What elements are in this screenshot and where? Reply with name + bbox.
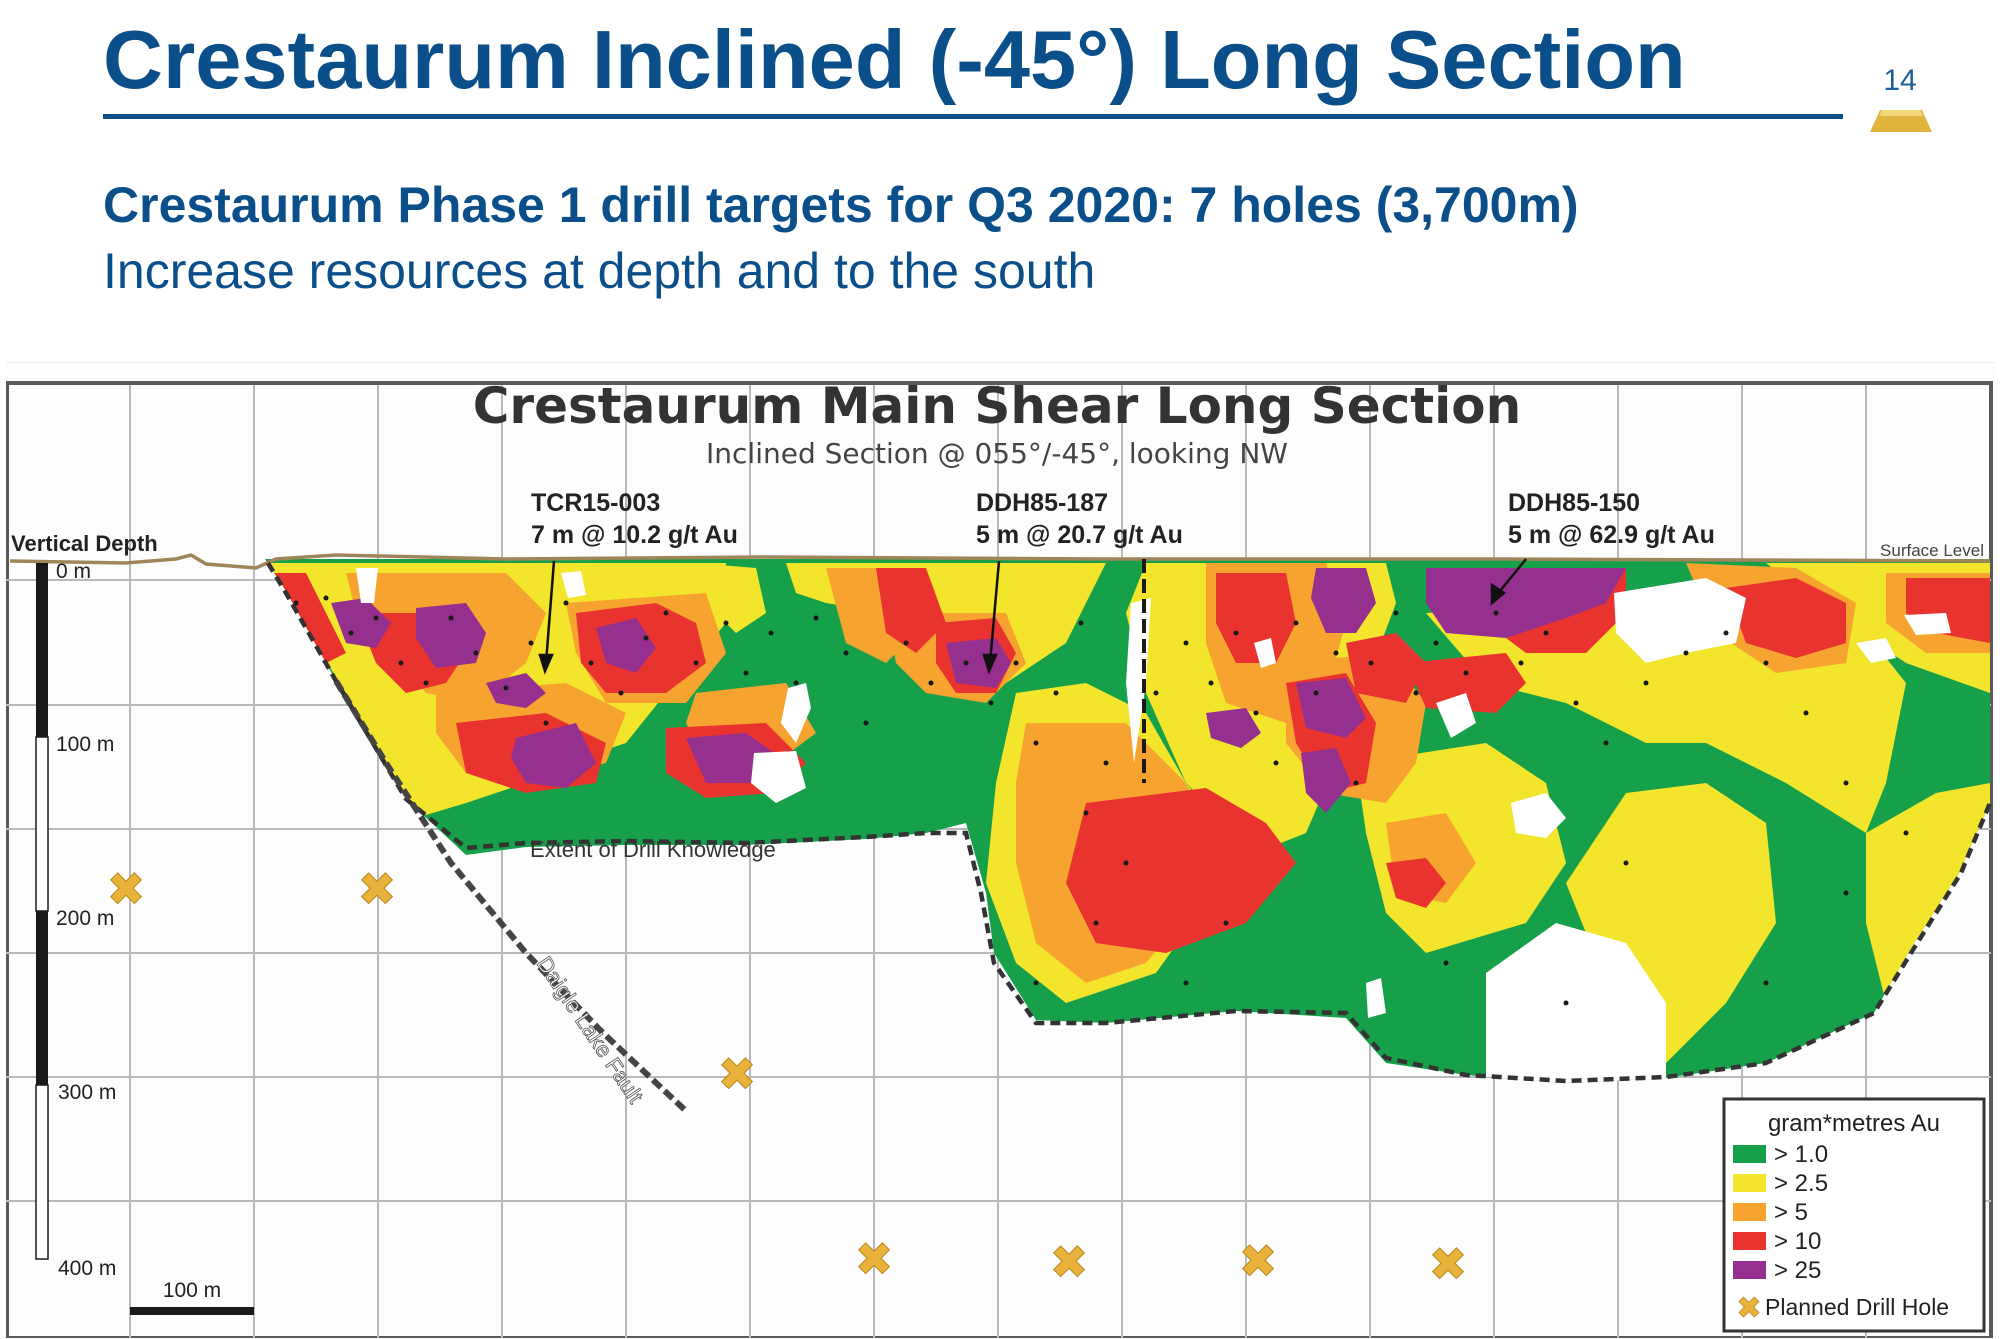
legend-planned-label: Planned Drill Hole bbox=[1765, 1294, 1949, 1320]
depth-tick-100: 100 m bbox=[56, 733, 114, 756]
drill-knowledge-label: Extent of Drill Knowledge bbox=[530, 837, 776, 862]
surface-label: Surface Level bbox=[1880, 541, 1984, 560]
intercept-hole-1: TCR15-003 bbox=[531, 489, 660, 517]
intercept-grade-2: 5 m @ 20.7 g/t Au bbox=[976, 521, 1183, 549]
subtitle: Crestaurum Phase 1 drill targets for Q3 … bbox=[103, 177, 1579, 233]
legend-label-4: > 10 bbox=[1774, 1228, 1821, 1255]
long-section-diagram: Crestaurum Main Shear Long Section Incli… bbox=[6, 377, 1993, 1338]
planned-drill-hole-icon: ✖ bbox=[1429, 1237, 1468, 1291]
legend-swatch-3 bbox=[1733, 1203, 1766, 1221]
page-number: 14 bbox=[1883, 64, 1917, 97]
surface-line bbox=[9, 553, 1991, 570]
legend-title: gram*metres Au bbox=[1768, 1110, 1940, 1137]
drill-knowledge-extent bbox=[266, 561, 1993, 1084]
intercept-grade-1: 7 m @ 10.2 g/t Au bbox=[531, 521, 738, 549]
depth-tick-400: 400 m bbox=[58, 1257, 116, 1280]
depth-scale-bar bbox=[35, 563, 49, 1260]
depth-tick-200: 200 m bbox=[56, 907, 114, 930]
grade-contours bbox=[265, 559, 1990, 1083]
intercept-hole-2: DDH85-187 bbox=[976, 489, 1108, 517]
intercept-hole-3: DDH85-150 bbox=[1508, 489, 1640, 517]
depth-tick-0: 0 m bbox=[56, 560, 91, 583]
slide-title: Crestaurum Inclined (-45°) Long Section bbox=[103, 13, 1686, 106]
planned-drill-hole-icon: ✖ bbox=[1239, 1234, 1278, 1288]
tagline: Increase resources at depth and to the s… bbox=[103, 243, 1096, 299]
legend-swatch-1 bbox=[1733, 1145, 1766, 1163]
fault-label: Daigle Lake Fault bbox=[532, 952, 648, 1108]
long-section-figure: Crestaurum Main Shear Long Section Incli… bbox=[6, 362, 1996, 1338]
legend-label-3: > 5 bbox=[1774, 1199, 1808, 1226]
legend-label-1: > 1.0 bbox=[1774, 1141, 1828, 1168]
daigle-lake-fault bbox=[333, 679, 689, 1114]
intercept-grade-3: 5 m @ 62.9 g/t Au bbox=[1508, 521, 1715, 549]
title-underline bbox=[103, 114, 1843, 119]
legend-swatch-5 bbox=[1733, 1261, 1766, 1279]
figure-title: Crestaurum Main Shear Long Section bbox=[473, 377, 1522, 435]
planned-drill-hole-legend-icon: ✖ bbox=[1736, 1291, 1761, 1326]
legend-label-2: > 2.5 bbox=[1774, 1170, 1828, 1197]
figure-subtitle: Inclined Section @ 055°/-45°, looking NW bbox=[706, 437, 1288, 470]
planned-drill-hole-icon: ✖ bbox=[1050, 1235, 1089, 1289]
planned-drill-hole-icon: ✖ bbox=[718, 1047, 757, 1101]
horizontal-scale-bar bbox=[130, 1307, 254, 1315]
planned-drill-hole-icon: ✖ bbox=[107, 862, 146, 916]
legend-swatch-4 bbox=[1733, 1232, 1766, 1250]
horizontal-scale-label: 100 m bbox=[163, 1279, 221, 1302]
planned-drill-hole-icon: ✖ bbox=[855, 1232, 894, 1286]
legend: gram*metres Au > 1.0 > 2.5 > 5 > 10 > 25… bbox=[1722, 1097, 1986, 1333]
depth-tick-300: 300 m bbox=[58, 1081, 116, 1104]
planned-drill-hole-icon: ✖ bbox=[358, 862, 397, 916]
chart-frame bbox=[6, 381, 1993, 1338]
legend-swatch-2 bbox=[1733, 1174, 1766, 1192]
depth-axis-label: Vertical Depth bbox=[11, 531, 158, 556]
legend-label-5: > 25 bbox=[1774, 1257, 1821, 1284]
intercept-pointers bbox=[538, 558, 1527, 675]
gold-bar-icon bbox=[1870, 110, 1932, 132]
